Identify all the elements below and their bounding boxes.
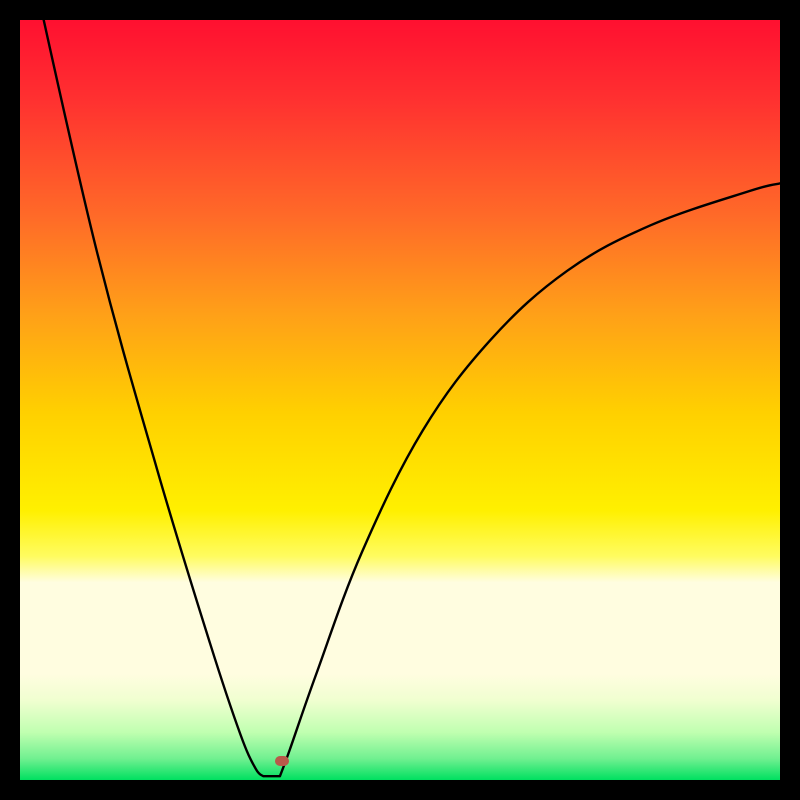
optimum-marker (275, 756, 289, 766)
bottleneck-curve (20, 20, 780, 780)
plot-frame (0, 0, 800, 800)
curve-path (35, 20, 780, 776)
chart-stage: TheBottleneck.com (0, 0, 800, 800)
